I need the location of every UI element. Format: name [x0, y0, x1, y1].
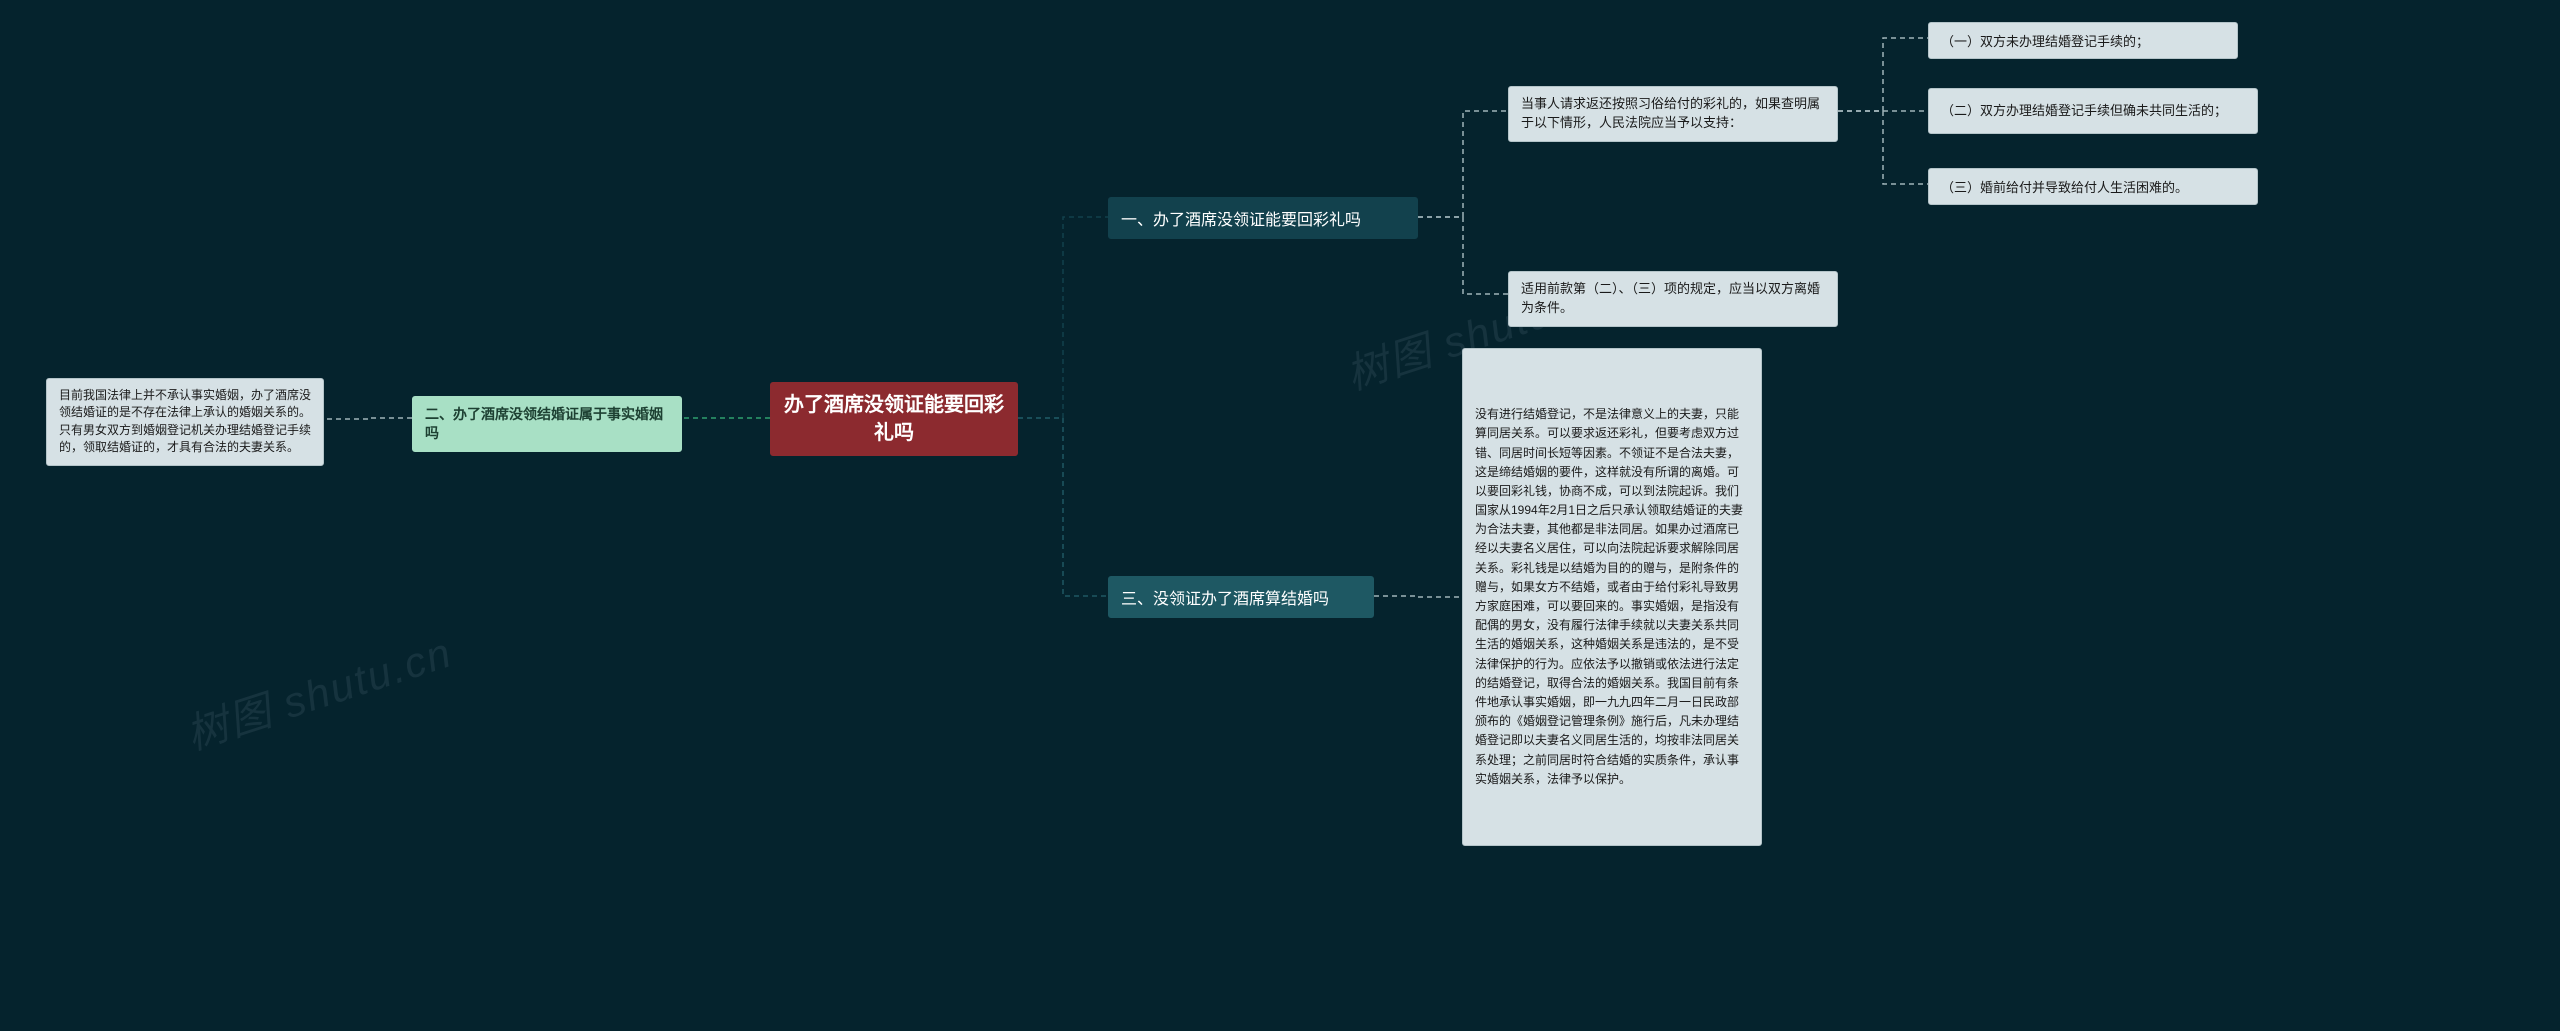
mindmap-node[interactable]: 没有进行结婚登记，不是法律意义上的夫妻，只能算同居关系。可以要求返还彩礼，但要考…	[1462, 348, 1762, 846]
node-label: 适用前款第（二）、（三）项的规定，应当以双方离婚为条件。	[1521, 280, 1825, 318]
watermark: 树图 shutu.cn	[177, 619, 459, 762]
node-label: （一）双方未办理结婚登记手续的；	[1941, 31, 2149, 50]
node-label: 二、办了酒席没领结婚证属于事实婚姻吗	[425, 405, 669, 443]
node-label: （二）双方办理结婚登记手续但确未共同生活的；	[1941, 102, 2227, 120]
mindmap-edge	[1418, 111, 1508, 217]
node-label: （三）婚前给付并导致给付人生活困难的。	[1941, 177, 2188, 196]
edge-layer	[0, 0, 2560, 1031]
mindmap-edge	[1018, 418, 1108, 596]
node-label: 办了酒席没领证能要回彩礼吗	[783, 391, 1005, 447]
node-label: 没有进行结婚登记，不是法律意义上的夫妻，只能算同居关系。可以要求返还彩礼，但要考…	[1475, 405, 1749, 789]
mindmap-edge	[324, 418, 412, 419]
mindmap-node[interactable]: 一、办了酒席没领证能要回彩礼吗	[1108, 197, 1418, 239]
mindmap-node[interactable]: 办了酒席没领证能要回彩礼吗	[770, 382, 1018, 456]
mindmap-edge	[1838, 111, 1928, 184]
node-label: 一、办了酒席没领证能要回彩礼吗	[1121, 206, 1361, 230]
mindmap-edge	[1418, 217, 1508, 294]
mindmap-edge	[1838, 38, 1928, 111]
mindmap-node[interactable]: 目前我国法律上并不承认事实婚姻，办了酒席没领结婚证的是不存在法律上承认的婚姻关系…	[46, 378, 324, 466]
mindmap-node[interactable]: 当事人请求返还按照习俗给付的彩礼的，如果查明属于以下情形，人民法院应当予以支持：	[1508, 86, 1838, 142]
mindmap-node[interactable]: 适用前款第（二）、（三）项的规定，应当以双方离婚为条件。	[1508, 271, 1838, 327]
mindmap-node[interactable]: （一）双方未办理结婚登记手续的；	[1928, 22, 2238, 59]
mindmap-edge	[1374, 596, 1462, 597]
mindmap-node[interactable]: （三）婚前给付并导致给付人生活困难的。	[1928, 168, 2258, 205]
node-label: 当事人请求返还按照习俗给付的彩礼的，如果查明属于以下情形，人民法院应当予以支持：	[1521, 95, 1825, 133]
mindmap-canvas: 树图 shutu.cn树图 shutu.cn办了酒席没领证能要回彩礼吗一、办了酒…	[0, 0, 2560, 1031]
mindmap-edge	[1018, 217, 1108, 418]
mindmap-node[interactable]: （二）双方办理结婚登记手续但确未共同生活的；	[1928, 88, 2258, 134]
node-label: 三、没领证办了酒席算结婚吗	[1121, 585, 1329, 609]
mindmap-node[interactable]: 三、没领证办了酒席算结婚吗	[1108, 576, 1374, 618]
node-label: 目前我国法律上并不承认事实婚姻，办了酒席没领结婚证的是不存在法律上承认的婚姻关系…	[59, 387, 311, 457]
mindmap-node[interactable]: 二、办了酒席没领结婚证属于事实婚姻吗	[412, 396, 682, 452]
